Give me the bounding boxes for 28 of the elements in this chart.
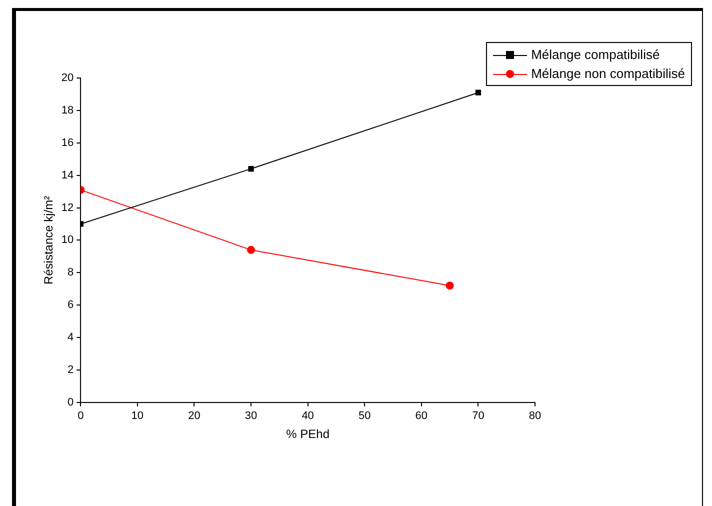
y-axis-title: Résistance kj/m² — [42, 196, 56, 285]
point — [475, 90, 482, 96]
y-tick-label: 2 — [68, 364, 74, 376]
y-tick-label: 10 — [61, 234, 74, 246]
y-tick-label: 6 — [68, 299, 74, 312]
x-tick-label: 80 — [528, 410, 542, 422]
x-tick-label: 60 — [415, 410, 428, 422]
y-tick-label: 20 — [61, 72, 74, 84]
y-tick-label: 8 — [68, 266, 74, 279]
point — [248, 166, 254, 172]
x-tick-label: 10 — [131, 410, 144, 422]
x-tick-label: 30 — [244, 410, 258, 422]
x-tick-label: 20 — [188, 410, 200, 422]
y-tick-label: 12 — [61, 202, 74, 214]
y-tick-label: 0 — [68, 396, 74, 408]
legend-label: Mélange non compatibilisé — [531, 66, 685, 81]
x-tick-label: 50 — [358, 410, 371, 422]
x-tick-label: 70 — [472, 410, 484, 422]
x-tick-label: 40 — [302, 410, 314, 422]
x-tick-label: 0 — [78, 410, 84, 422]
y-tick-label: 18 — [61, 104, 74, 116]
y-tick-label: 16 — [61, 136, 74, 149]
point — [446, 282, 454, 290]
legend-label: Mélange compatibilisé — [531, 47, 660, 62]
point — [247, 246, 256, 254]
y-tick-label: 14 — [61, 169, 74, 182]
x-axis-title: % PEhd — [286, 427, 330, 442]
y-tick-label: 4 — [68, 332, 74, 344]
